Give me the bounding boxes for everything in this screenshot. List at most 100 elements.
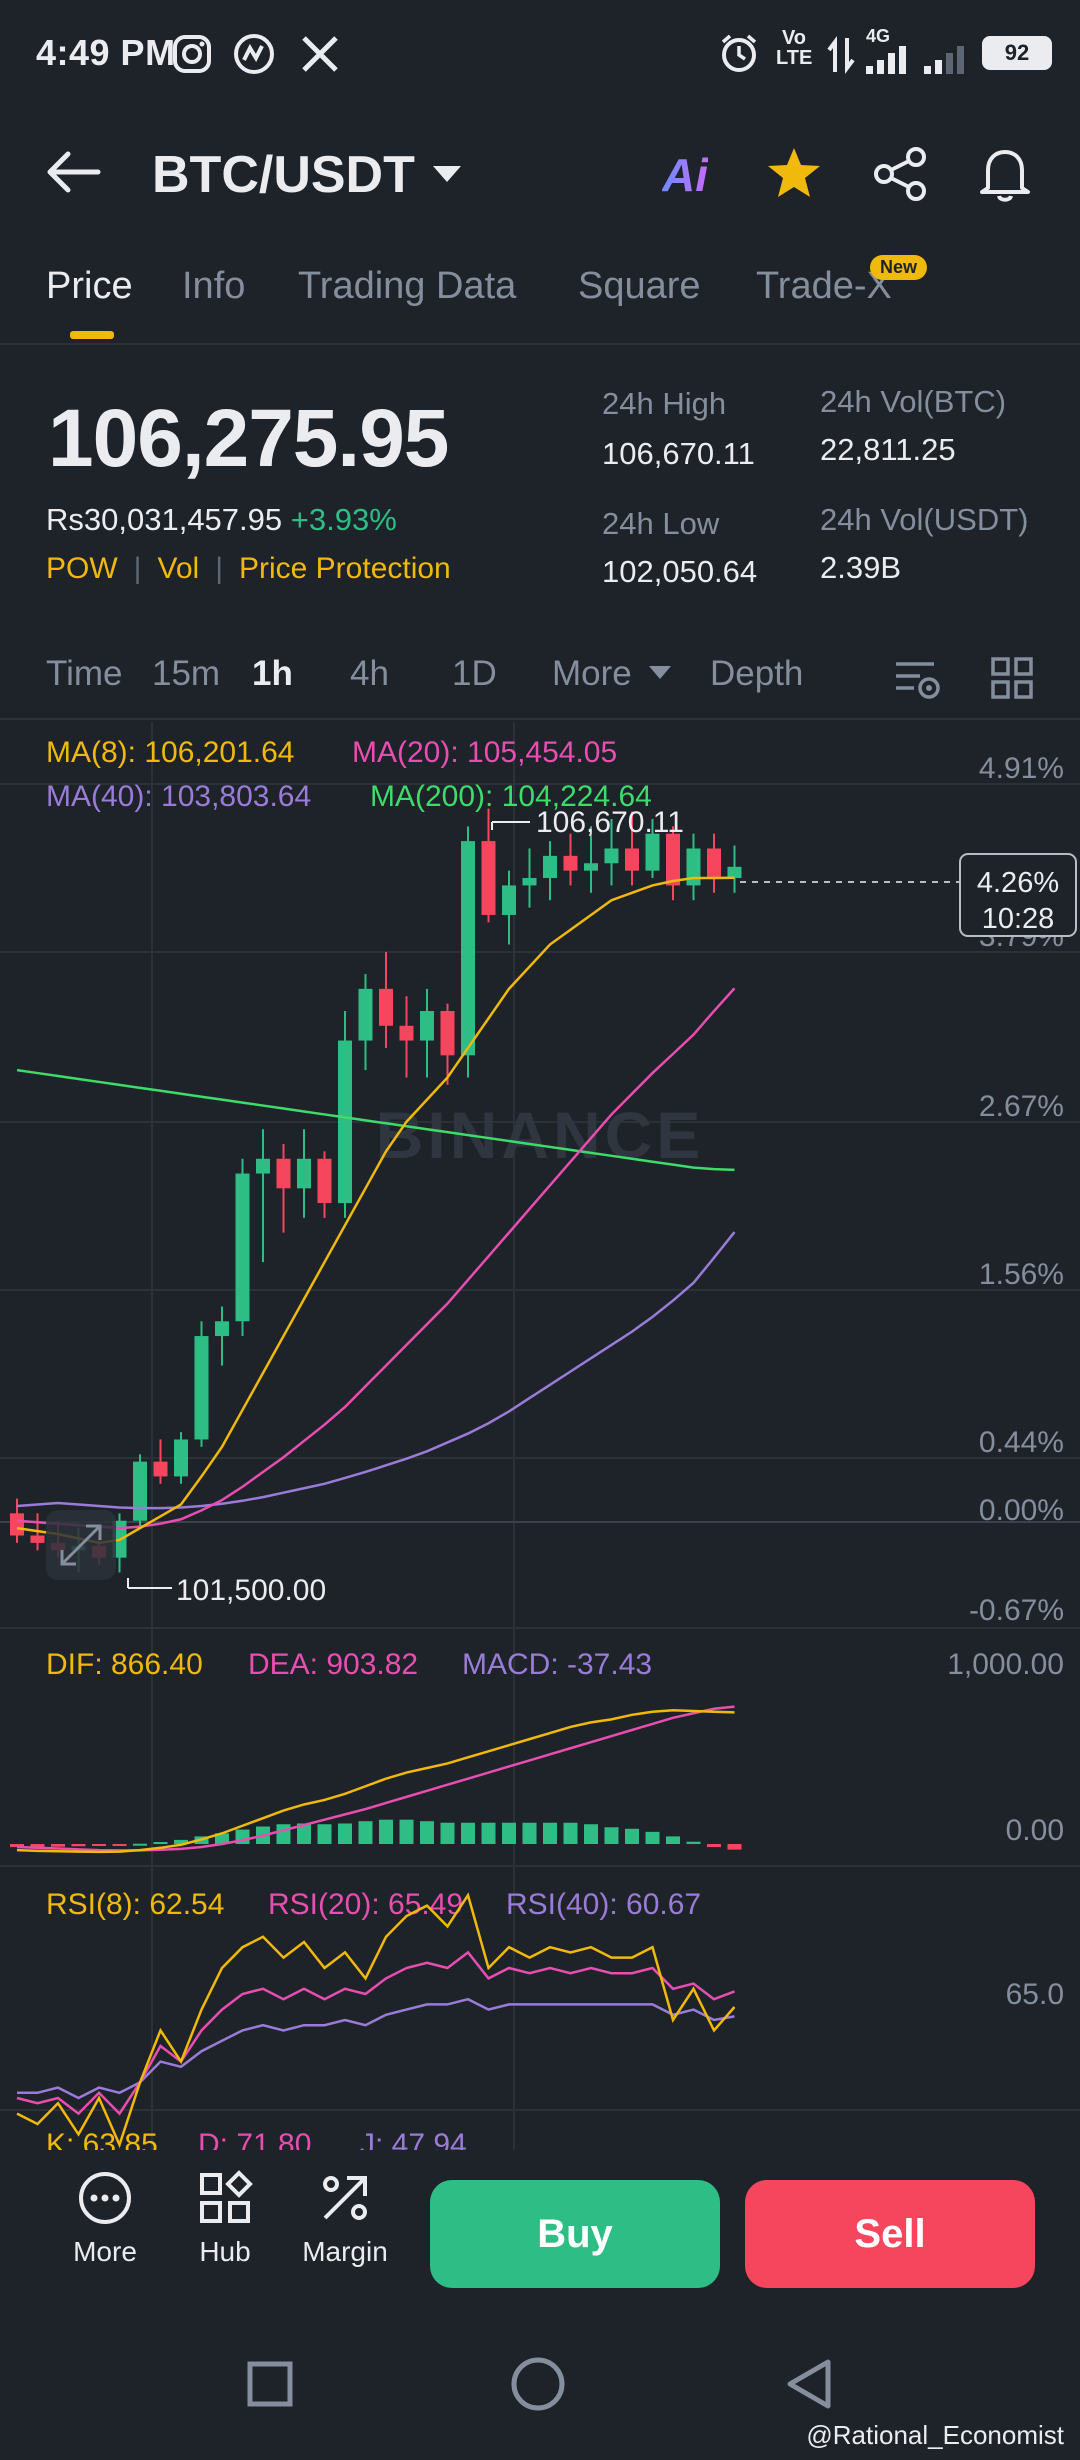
macd-hist-bar [174,1839,188,1844]
ma8-label: MA(8): 106,201.64 [46,736,294,769]
ma200-line [16,1068,735,1172]
macd-hist-bar [645,1831,660,1844]
bell-icon[interactable] [978,144,1032,204]
timeframe-1d[interactable]: 1D [452,654,497,693]
data-arrows-icon [827,36,855,74]
candle-body [153,1461,168,1477]
buy-button[interactable]: Buy [430,2180,720,2288]
sell-button[interactable]: Sell [745,2180,1035,2288]
macd-axis-top: 1,000.00 [947,1648,1064,1681]
high-marker: 106,670.11 [536,806,684,839]
macd-hist-bar [51,1844,65,1847]
y-tick-6: -0.67% [969,1594,1064,1627]
macd-hist-bar [727,1844,742,1850]
vol-usdt-value: 2.39B [820,550,902,585]
macd-hist-bar [153,1842,168,1845]
back-arrow-icon[interactable] [46,150,102,194]
macd-dea-label: DEA: 903.82 [248,1648,418,1681]
indicator-settings-icon[interactable] [894,658,942,702]
macd-hist-bar [481,1822,496,1844]
candle-body [174,1439,188,1477]
battery-indicator: 92 [982,36,1052,70]
more-button[interactable]: More [50,2170,160,2268]
layout-grid-icon[interactable] [990,656,1034,700]
tag-price-protection[interactable]: Price Protection [238,552,451,585]
macd-hist-bar [133,1843,147,1846]
tab-price[interactable]: Price [46,265,133,307]
tab-trading-data[interactable]: Trading Data [298,265,517,307]
tag-vol[interactable]: Vol [157,552,200,585]
chevron-down-icon [432,166,461,183]
low-24h-value: 102,050.64 [602,554,758,589]
macd-hist-bar [276,1824,291,1844]
margin-button[interactable]: Margin [290,2170,400,2268]
macd-hist-bar [584,1824,598,1844]
macd-hist-bar [338,1823,352,1844]
tab-info[interactable]: Info [182,265,246,307]
y-tick-3: 1.56% [979,1258,1064,1291]
candle-body [10,1513,24,1536]
candle-body [461,841,475,1056]
ma20-label: MA(20): 105,454.05 [352,736,617,769]
share-icon[interactable] [872,146,928,202]
recents-square-icon[interactable] [246,2360,294,2408]
macd-group [10,1705,742,1854]
candle-body [563,855,578,871]
kline-chart[interactable]: BINANCE MA(8): 106,201.64 MA(20): 105,45… [0,722,1080,2162]
kline-svg[interactable]: BINANCE MA(8): 106,201.64 MA(20): 105,45… [0,722,1080,2162]
macd-hist-bar [92,1844,106,1846]
pair-selector[interactable]: BTC/USDT [152,145,461,205]
candle-body [502,885,516,915]
tag-pow[interactable]: POW [46,552,118,585]
favorite-star-icon[interactable] [766,146,822,200]
timeframe-depth[interactable]: Depth [710,654,804,693]
macd-hist-bar [707,1844,721,1848]
candle-body [727,866,742,879]
macd-hist-bar [440,1822,455,1844]
timeframe-15m[interactable]: 15m [152,654,221,693]
ai-button[interactable]: Ai [662,149,708,201]
rsi40-label: RSI(40): 60.67 [506,1888,701,1921]
timeframe-more[interactable]: More [552,654,672,694]
macd-hist-bar [666,1836,680,1844]
tab-trade-x[interactable]: Trade-X [756,265,892,307]
rsi8-label: RSI(8): 62.54 [46,1888,224,1921]
pair-title: BTC/USDT [152,146,415,204]
hub-label: Hub [199,2236,251,2267]
fiat-price: Rs30,031,457.95 [46,502,283,537]
ma8-line [16,876,735,1545]
macd-axis-zero: 0.00 [1006,1814,1064,1847]
macd-hist-bar [71,1844,86,1847]
timeframe-time[interactable]: Time [46,654,123,693]
low-marker: 101,500.00 [176,1574,326,1607]
candle-body [440,1011,455,1056]
rsi40-line [17,1997,735,2100]
current-pct: 4.26% [977,867,1059,899]
candle-body [358,988,373,1041]
macd-hist-bar [297,1823,311,1844]
tab-bar: Price Info Trading Data Square Trade-X N… [0,245,1080,345]
x-icon [302,36,338,72]
tab-square[interactable]: Square [578,265,701,307]
alarm-icon [721,34,757,72]
ma-lines-group [16,876,736,1545]
macd-hist-bar [420,1821,434,1844]
hub-icon [200,2170,253,2223]
macd-hist-bar [215,1833,229,1844]
macd-hist-bar [358,1821,373,1844]
candle-body [707,848,721,879]
macd-hist-bar [317,1824,332,1844]
macd-hist-bar [563,1822,578,1844]
bottom-action-bar: More Hub Margin Buy Sell [0,2150,1080,2310]
timeframe-1h[interactable]: 1h [252,654,293,693]
candle-body [481,841,496,915]
home-circle-icon[interactable] [510,2356,566,2412]
timeframe-4h[interactable]: 4h [350,654,389,693]
hub-button[interactable]: Hub [170,2170,280,2268]
candle-body [522,878,537,886]
margin-icon [323,2176,367,2220]
back-triangle-icon[interactable] [784,2356,834,2412]
macd-hist-bar [399,1819,414,1844]
more-dots-icon [79,2172,131,2224]
y-tick-2: 2.67% [979,1090,1064,1123]
